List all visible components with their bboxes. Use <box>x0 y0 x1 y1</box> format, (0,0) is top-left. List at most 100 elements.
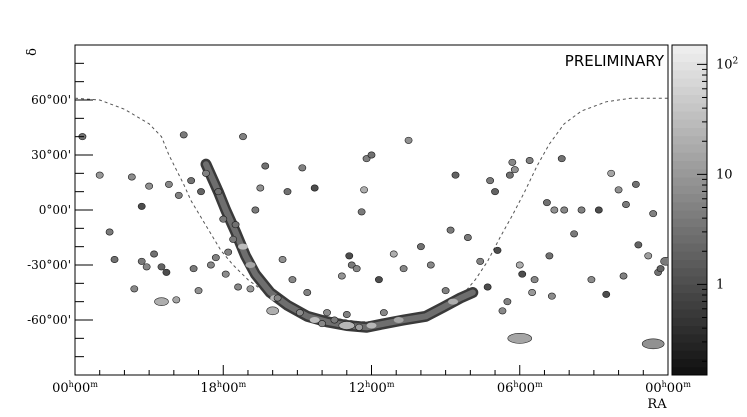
source-point <box>656 265 665 273</box>
source-point <box>330 316 339 324</box>
colorbar-step <box>672 333 707 343</box>
source-point <box>498 307 507 315</box>
colorbar-tick-label: 10 <box>716 167 733 182</box>
source-point <box>110 255 119 263</box>
colorbar-tick-label: 102 <box>716 56 738 72</box>
x-tick-label: 18h00m <box>200 380 246 396</box>
y-tick-label: -60°00' <box>27 313 71 327</box>
colorbar-step <box>672 45 707 54</box>
plane-bright-spot <box>309 317 320 323</box>
extended-source <box>154 297 169 306</box>
source-point <box>557 155 566 163</box>
colorbar-step <box>672 185 707 194</box>
colorbar-step <box>672 111 707 120</box>
colorbar-step <box>672 284 707 293</box>
source-point <box>528 288 537 296</box>
source-point <box>137 257 146 265</box>
source-point <box>577 206 586 214</box>
colorbar-step <box>672 350 707 359</box>
source-point <box>530 276 539 284</box>
source-point <box>206 261 215 269</box>
preliminary-label: PRELIMINARY <box>565 52 665 70</box>
source-point <box>607 169 616 177</box>
source-point <box>622 201 630 209</box>
source-point <box>202 169 210 177</box>
x-axis-ticks: 00h00m 18h00m 12h00m 06h00m 00h00m <box>52 365 691 396</box>
colorbar-steps <box>672 45 707 376</box>
source-point <box>389 250 398 258</box>
source-point <box>545 252 554 260</box>
source-point <box>239 133 247 141</box>
colorbar-step <box>672 102 707 112</box>
source-point <box>142 263 151 271</box>
source-point <box>550 206 559 214</box>
source-point <box>303 288 312 296</box>
source-point <box>417 243 425 251</box>
colorbar-step <box>672 226 707 236</box>
colorbar-step <box>672 144 707 153</box>
source-point <box>510 166 519 174</box>
colorbar-step <box>672 61 707 71</box>
plot-area <box>75 97 668 350</box>
source-point <box>174 191 183 199</box>
colorbar-step <box>672 86 707 95</box>
source-point <box>352 265 361 273</box>
source-point <box>345 252 354 260</box>
y-axis-label: δ <box>25 48 40 56</box>
source-point <box>491 188 499 196</box>
source-point <box>194 287 203 295</box>
colorbar-step <box>672 168 707 178</box>
source-point <box>137 202 146 210</box>
source-point <box>214 188 223 196</box>
colorbar-step <box>672 69 707 79</box>
source-point <box>95 171 104 179</box>
source-point <box>587 276 596 284</box>
plane-bright-spot <box>245 262 256 268</box>
source-point <box>164 180 173 188</box>
point-sources <box>78 131 665 331</box>
x-tick-label: 06h00m <box>497 380 543 396</box>
source-point <box>493 246 502 254</box>
source-point <box>594 206 603 214</box>
source-point <box>127 173 136 181</box>
extended-source <box>507 333 533 344</box>
source-point <box>547 292 556 300</box>
colorbar-step <box>672 300 707 310</box>
source-point <box>451 171 460 179</box>
source-point <box>614 186 623 194</box>
extended-source <box>266 306 279 316</box>
source-point <box>379 309 388 317</box>
source-point <box>570 230 579 238</box>
source-point <box>441 287 450 295</box>
source-point <box>602 290 611 298</box>
extended-source <box>641 338 665 350</box>
colorbar-step <box>672 160 707 170</box>
source-point <box>463 234 472 242</box>
plane-bright-spot <box>238 243 249 250</box>
source-point <box>221 270 230 278</box>
source-point <box>367 151 376 159</box>
source-point <box>145 182 154 190</box>
source-point <box>357 208 366 216</box>
source-point <box>288 276 297 284</box>
source-point <box>229 235 238 243</box>
y-tick-label: 60°00' <box>31 93 71 107</box>
source-point <box>342 310 351 318</box>
colorbar-step <box>672 366 707 376</box>
colorbar-step <box>672 193 707 203</box>
source-point <box>150 250 158 258</box>
source-point <box>476 257 485 265</box>
source-point <box>619 272 628 280</box>
source-point <box>105 228 114 236</box>
colorbar-step <box>672 218 707 227</box>
source-point <box>515 261 524 269</box>
colorbar-step <box>672 94 707 104</box>
source-point <box>179 131 188 139</box>
plane-bright-spot <box>366 322 377 329</box>
y-axis-ticks: 60°00' 30°00' 0°00' -30°00' -60°00' <box>27 44 93 376</box>
colorbar-step <box>672 342 707 351</box>
colorbar-step <box>672 119 707 128</box>
colorbar-step <box>672 325 707 335</box>
source-point <box>251 206 260 214</box>
source-point <box>261 162 270 170</box>
